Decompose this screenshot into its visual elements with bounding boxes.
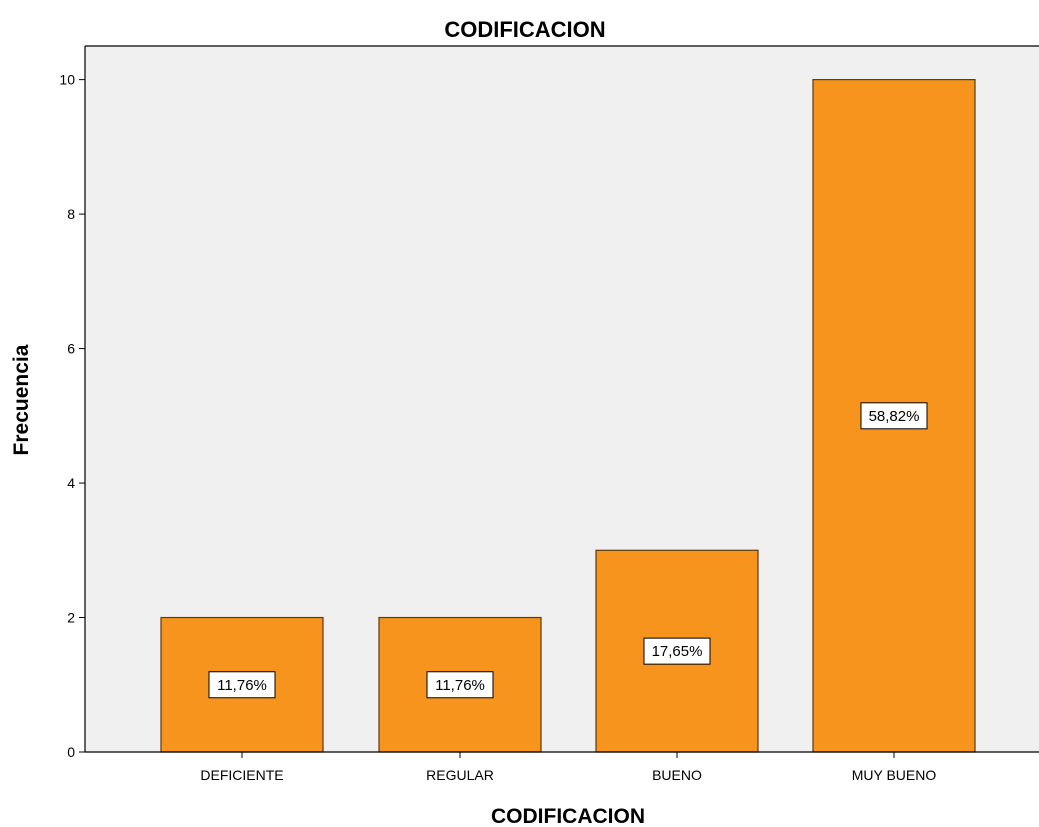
chart-title: CODIFICACION — [444, 17, 605, 42]
x-tick-label: MUY BUENO — [852, 767, 937, 783]
data-label-box — [860, 402, 928, 430]
x-tick-label: REGULAR — [426, 767, 494, 783]
y-tick-label: 4 — [67, 475, 75, 491]
y-tick-label: 2 — [67, 610, 75, 626]
data-label-box — [426, 671, 494, 699]
y-tick-label: 6 — [67, 341, 75, 357]
x-tick-label: BUENO — [652, 767, 702, 783]
y-axis-title: Frecuencia — [10, 344, 33, 455]
x-axis-title: CODIFICACION — [491, 805, 645, 827]
data-label: 17,65% — [652, 643, 703, 660]
data-label-box — [208, 671, 276, 699]
y-tick-label: 10 — [59, 72, 75, 88]
y-tick-label: 8 — [67, 206, 75, 222]
data-label: 58,82% — [869, 408, 920, 425]
data-label-box — [643, 637, 711, 665]
axes-group: DEFICIENTE REGULAR BUENO MUY BUENO 0 2 4 6 8 10 — [59, 45, 1039, 783]
data-label: 11,76% — [217, 677, 267, 694]
y-tick-label: 0 — [67, 744, 75, 760]
bars-group: 11,76% 11,76% 17,65% 58,82% — [160, 79, 976, 753]
data-label: 11,76% — [435, 677, 485, 694]
x-tick-label: DEFICIENTE — [200, 767, 283, 783]
